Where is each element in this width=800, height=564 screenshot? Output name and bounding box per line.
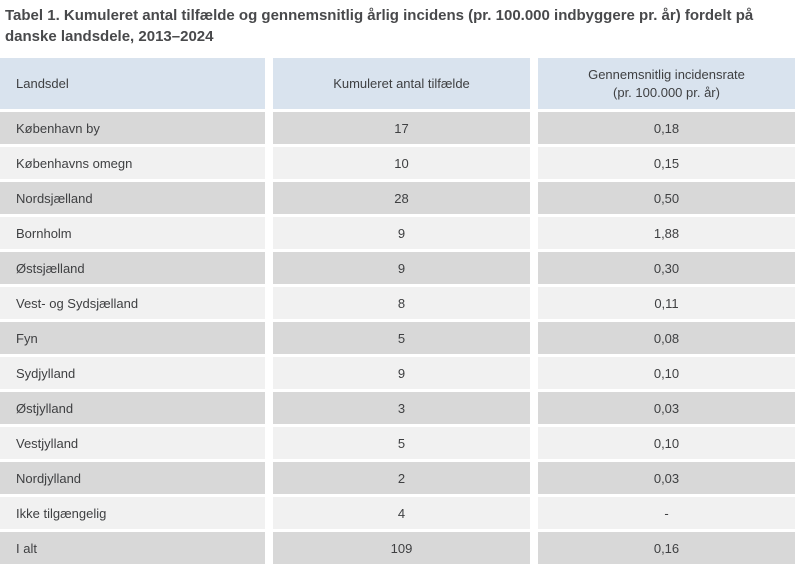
cell-rate: 0,03 xyxy=(538,462,795,494)
cell-antal: 17 xyxy=(273,112,530,144)
cell-landsdel: Fyn xyxy=(0,322,265,354)
column-header-incidensrate-line1: Gennemsnitlig incidensrate xyxy=(588,66,745,82)
cell-antal: 28 xyxy=(273,182,530,214)
cell-antal: 10 xyxy=(273,147,530,179)
cell-rate: 0,10 xyxy=(538,357,795,389)
cell-antal: 2 xyxy=(273,462,530,494)
data-table: Landsdel Kumuleret antal tilfælde Gennem… xyxy=(0,58,795,564)
cell-rate: 0,03 xyxy=(538,392,795,424)
cell-landsdel: Københavns omegn xyxy=(0,147,265,179)
cell-rate: 0,11 xyxy=(538,287,795,319)
column-header-incidensrate-line2: (pr. 100.000 pr. år) xyxy=(613,84,720,100)
cell-antal: 9 xyxy=(273,357,530,389)
cell-landsdel: Østjylland xyxy=(0,392,265,424)
cell-antal: 9 xyxy=(273,252,530,284)
cell-rate: - xyxy=(538,497,795,529)
cell-landsdel: I alt xyxy=(0,532,265,564)
cell-rate: 0,15 xyxy=(538,147,795,179)
column-header-landsdel: Landsdel xyxy=(0,58,265,109)
cell-landsdel: Vestjylland xyxy=(0,427,265,459)
cell-antal: 8 xyxy=(273,287,530,319)
cell-antal: 5 xyxy=(273,427,530,459)
cell-rate: 0,18 xyxy=(538,112,795,144)
column-header-kumuleret-antal: Kumuleret antal tilfælde xyxy=(273,58,530,109)
cell-antal: 5 xyxy=(273,322,530,354)
cell-landsdel: Bornholm xyxy=(0,217,265,249)
cell-landsdel: Vest- og Sydsjælland xyxy=(0,287,265,319)
cell-landsdel: Sydjylland xyxy=(0,357,265,389)
cell-landsdel: Nordjylland xyxy=(0,462,265,494)
cell-rate: 0,08 xyxy=(538,322,795,354)
table-title: Tabel 1. Kumuleret antal tilfælde og gen… xyxy=(5,7,754,45)
cell-antal: 3 xyxy=(273,392,530,424)
cell-landsdel: Ikke tilgængelig xyxy=(0,497,265,529)
cell-landsdel: København by xyxy=(0,112,265,144)
cell-antal: 9 xyxy=(273,217,530,249)
cell-antal: 109 xyxy=(273,532,530,564)
column-header-incidensrate: Gennemsnitlig incidensrate (pr. 100.000 … xyxy=(538,58,795,109)
cell-rate: 0,30 xyxy=(538,252,795,284)
cell-rate: 0,10 xyxy=(538,427,795,459)
cell-rate: 0,16 xyxy=(538,532,795,564)
cell-antal: 4 xyxy=(273,497,530,529)
cell-rate: 0,50 xyxy=(538,182,795,214)
cell-rate: 1,88 xyxy=(538,217,795,249)
cell-landsdel: Østsjælland xyxy=(0,252,265,284)
cell-landsdel: Nordsjælland xyxy=(0,182,265,214)
